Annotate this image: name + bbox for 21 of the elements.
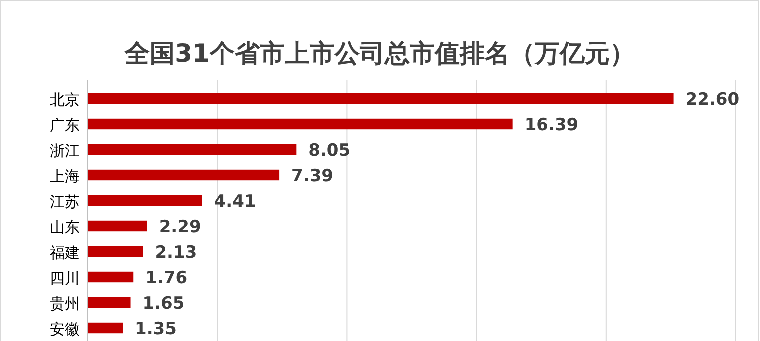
data-label: 7.39 [292, 166, 334, 186]
y-tick-label: 贵州 [50, 294, 80, 313]
title: 全国31个省市上市公司总市值排名（万亿元） [125, 39, 635, 68]
y-tick-label: 上海 [50, 167, 80, 186]
data-label: 2.29 [159, 217, 202, 238]
data-label: 16.39 [524, 115, 579, 136]
y-tick-label: 广东 [50, 116, 80, 134]
data-label: 4.41 [214, 192, 256, 212]
data-label: 22.60 [686, 90, 740, 110]
y-tick-label: 安徽 [50, 320, 80, 338]
data-label: 1.65 [142, 294, 185, 314]
data-label: 2.13 [155, 242, 198, 263]
y-tick-label: 福建 [50, 244, 80, 262]
data-label: 1.76 [146, 268, 188, 288]
y-tick-label: 江苏 [50, 192, 80, 211]
y-tick-label: 四川 [50, 269, 80, 288]
data-label: 8.05 [308, 140, 351, 161]
y-tick-label: 浙江 [50, 142, 80, 160]
y-tick-label: 山东 [50, 218, 80, 236]
data-label: 1.35 [134, 319, 177, 340]
y-tick-label: 北京 [50, 90, 80, 109]
